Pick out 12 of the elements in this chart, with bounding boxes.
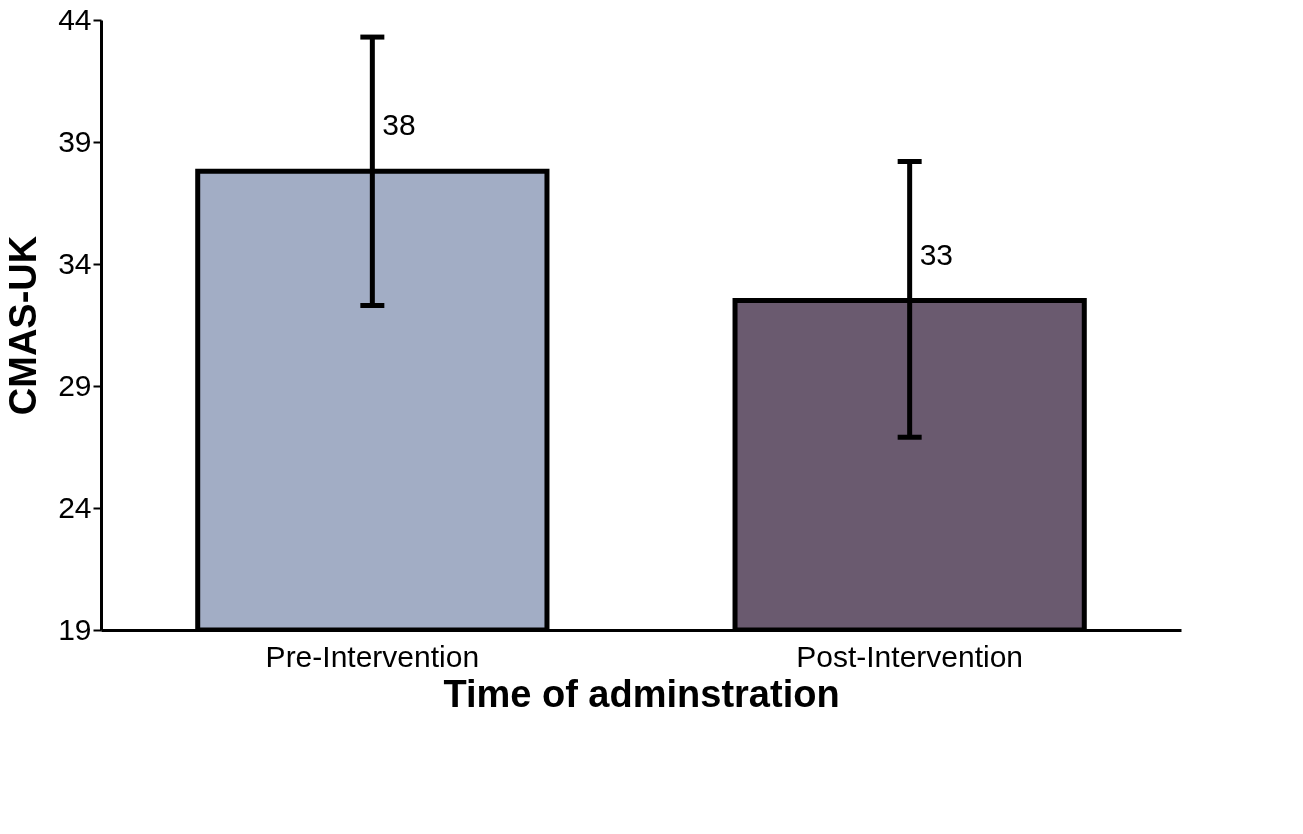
data-label: 38 — [382, 108, 416, 142]
y-tick-label: 19 — [58, 612, 92, 646]
y-axis-title: CMAS-UK — [2, 235, 45, 416]
y-tick-label: 39 — [58, 124, 92, 158]
x-axis-title: Time of adminstration — [443, 672, 840, 715]
y-tick-label: 24 — [58, 490, 92, 524]
x-tick-label: Post-Intervention — [796, 639, 1024, 673]
x-tick-label: Pre-Intervention — [265, 639, 480, 673]
data-label: 33 — [919, 237, 954, 271]
y-tick-label: 34 — [58, 246, 92, 280]
y-tick-label: 44 — [58, 2, 92, 36]
y-tick-label: 29 — [58, 368, 92, 402]
